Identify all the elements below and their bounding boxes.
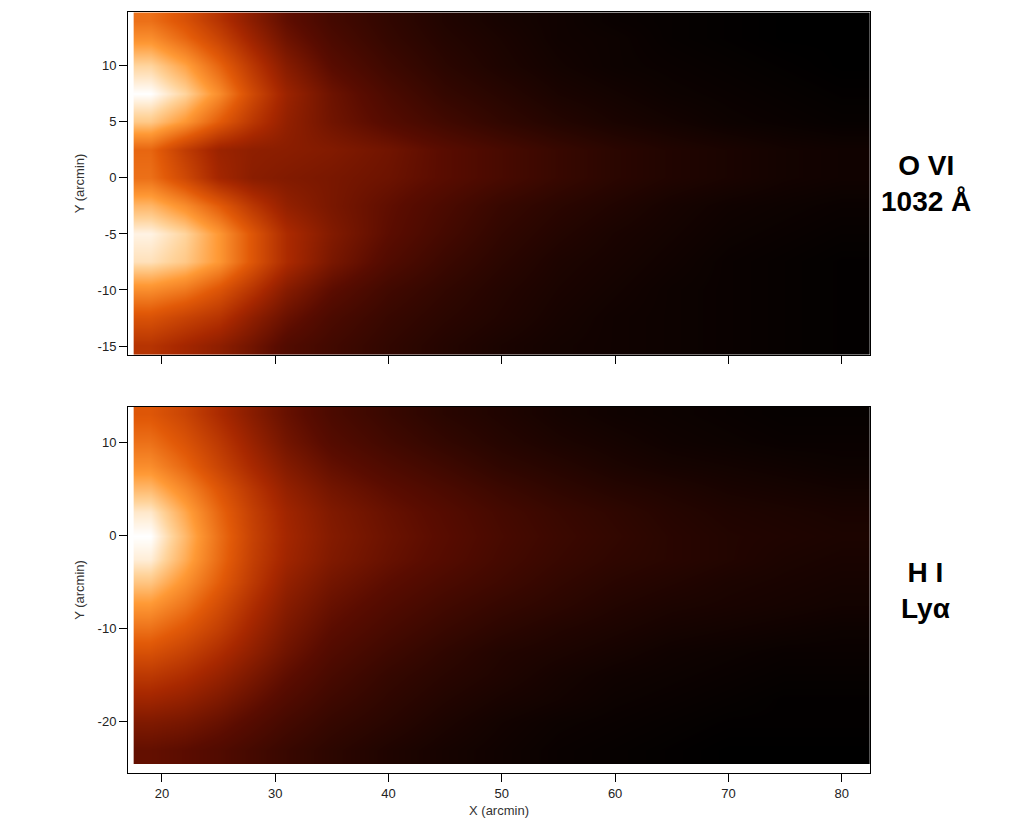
svg-text:60: 60 xyxy=(608,786,622,801)
svg-text:20: 20 xyxy=(155,786,169,801)
svg-text:H ILyα: H ILyα xyxy=(901,557,950,624)
svg-text:-5: -5 xyxy=(105,226,117,241)
svg-text:5: 5 xyxy=(109,114,116,129)
svg-text:30: 30 xyxy=(268,786,282,801)
svg-text:10: 10 xyxy=(102,435,116,450)
svg-text:-20: -20 xyxy=(98,714,117,729)
svg-text:0: 0 xyxy=(109,528,116,543)
svg-text:80: 80 xyxy=(834,786,848,801)
svg-text:10: 10 xyxy=(102,58,116,73)
svg-text:70: 70 xyxy=(721,786,735,801)
svg-text:-15: -15 xyxy=(98,339,117,354)
svg-text:0: 0 xyxy=(109,170,116,185)
svg-text:X (arcmin): X (arcmin) xyxy=(469,803,529,818)
svg-text:-10: -10 xyxy=(98,621,117,636)
svg-text:Y (arcmin): Y (arcmin) xyxy=(72,154,87,214)
svg-text:Y (arcmin): Y (arcmin) xyxy=(72,560,87,620)
svg-text:-10: -10 xyxy=(98,283,117,298)
svg-text:40: 40 xyxy=(381,786,395,801)
svg-text:50: 50 xyxy=(495,786,509,801)
svg-text:O VI1032 Å: O VI1032 Å xyxy=(881,150,971,217)
